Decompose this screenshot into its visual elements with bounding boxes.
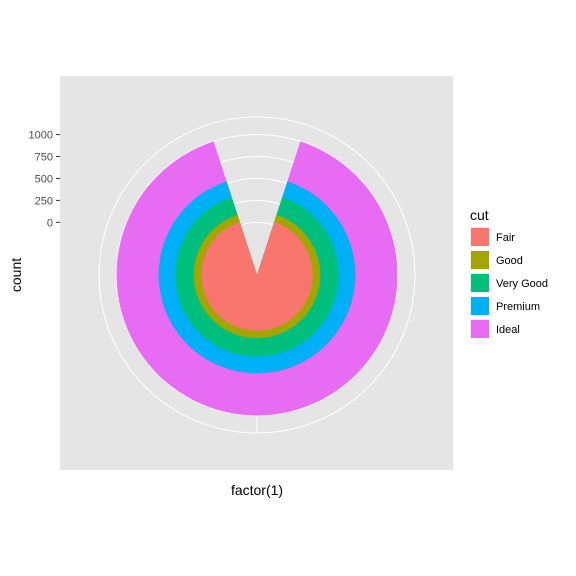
chart-wedges [116, 141, 398, 416]
y-tick-label: 750 [35, 152, 53, 164]
legend-title: cut [470, 207, 489, 223]
legend-label: Ideal [496, 324, 520, 336]
wedge-fair [201, 221, 313, 331]
legend-swatch [471, 297, 489, 315]
legend-label: Fair [496, 232, 515, 244]
legend-swatch [471, 251, 489, 269]
legend-label: Very Good [496, 278, 548, 290]
x-axis-title: factor(1) [231, 482, 283, 498]
legend-swatch [471, 274, 489, 292]
legend-swatch [471, 320, 489, 338]
legend-label: Premium [496, 301, 540, 313]
legend-swatch [471, 228, 489, 246]
y-tick-label: 250 [35, 195, 53, 207]
y-axis-title: count [8, 258, 24, 292]
legend: cut Fair Good Very Good Premium Ideal [470, 207, 548, 339]
y-tick-label: 0 [47, 217, 53, 229]
legend-label: Good [496, 255, 523, 267]
y-tick-label: 1000 [29, 130, 53, 142]
y-tick-label: 500 [35, 173, 53, 185]
y-axis: 0 250 500 750 1000 [29, 130, 60, 229]
